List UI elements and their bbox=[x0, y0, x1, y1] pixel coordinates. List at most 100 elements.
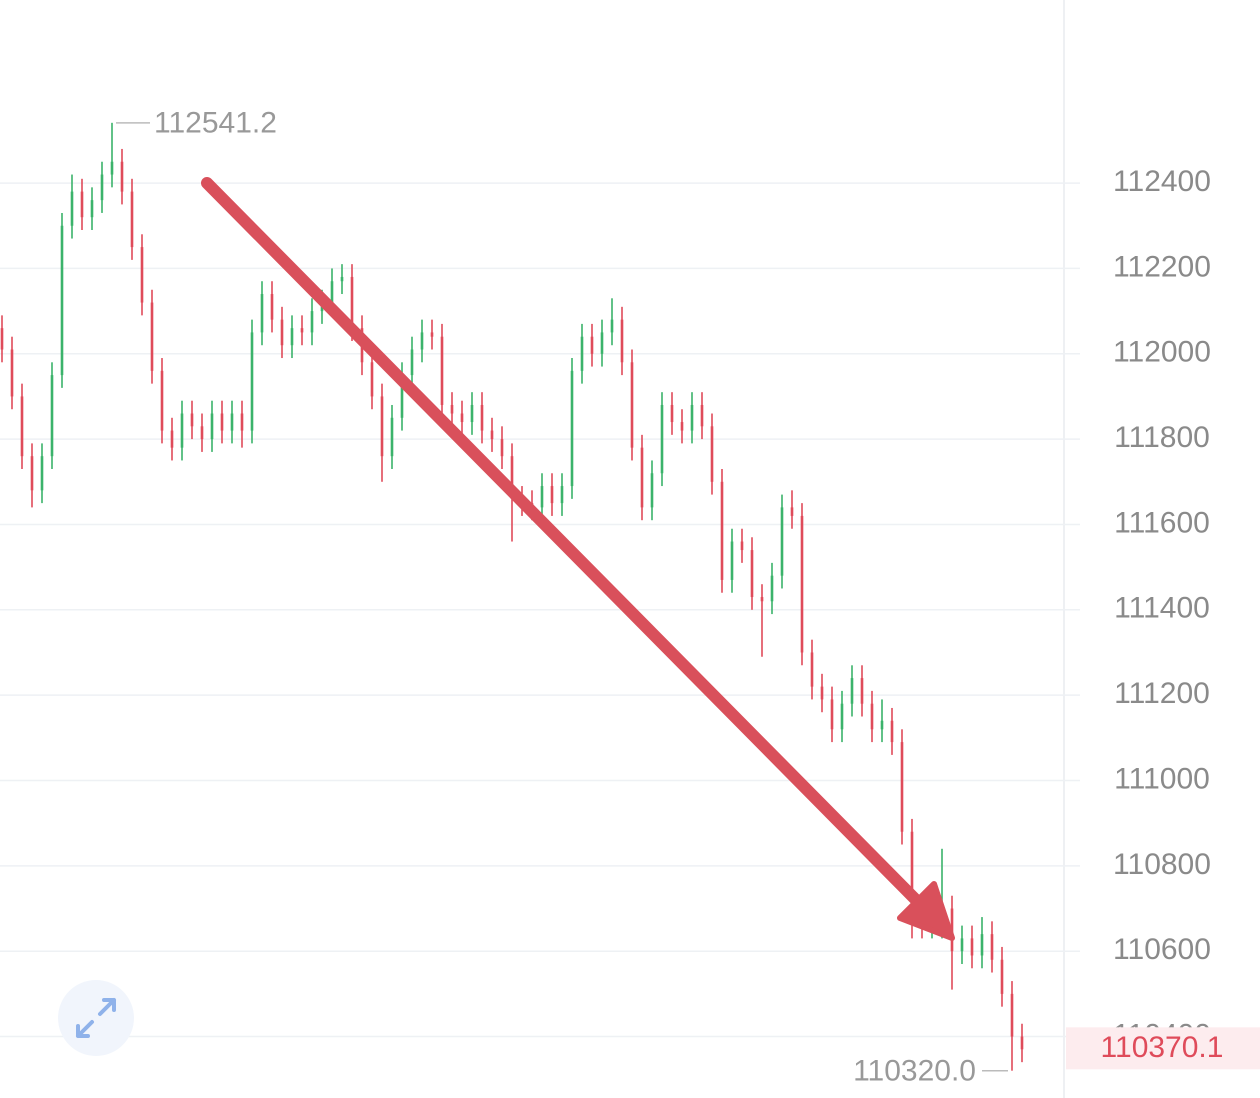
bar-body bbox=[430, 332, 434, 337]
bar-body bbox=[460, 413, 464, 423]
bar-body bbox=[860, 678, 864, 704]
bar-body bbox=[210, 413, 214, 440]
bar-body bbox=[620, 319, 624, 363]
bar-body bbox=[380, 396, 384, 457]
bar-body bbox=[170, 430, 174, 448]
bar-body bbox=[160, 370, 164, 431]
bar-body bbox=[790, 507, 794, 516]
bar-body bbox=[960, 938, 964, 952]
bar-body bbox=[450, 404, 454, 414]
bar-body bbox=[290, 328, 294, 346]
bar-body bbox=[130, 191, 134, 248]
y-tick-label: 111400 bbox=[1114, 592, 1210, 625]
low-label: 110320.0 bbox=[853, 1055, 976, 1088]
bar-body bbox=[190, 413, 194, 427]
bar-body bbox=[270, 294, 274, 320]
bar-body bbox=[440, 336, 444, 405]
bar-body bbox=[500, 439, 504, 457]
bar-body bbox=[910, 831, 914, 913]
bar-body bbox=[650, 473, 654, 508]
arrow-shaft bbox=[201, 177, 924, 908]
bar-body bbox=[90, 200, 94, 218]
bar-body bbox=[750, 550, 754, 598]
bar-body bbox=[820, 686, 824, 700]
bar-body bbox=[280, 319, 284, 346]
bar-body bbox=[410, 349, 414, 376]
bar-body bbox=[600, 332, 604, 354]
bar-body bbox=[1000, 959, 1004, 994]
bar-body bbox=[830, 699, 834, 730]
bar-body bbox=[720, 481, 724, 580]
bar-body bbox=[1010, 993, 1014, 1037]
bar-body bbox=[240, 413, 244, 431]
bar-body bbox=[40, 456, 44, 491]
bar-body bbox=[80, 191, 84, 218]
bar-body bbox=[990, 934, 994, 960]
bar-body bbox=[470, 404, 474, 423]
y-tick-label: 110600 bbox=[1113, 933, 1211, 966]
bar-body bbox=[20, 396, 24, 457]
bar-body bbox=[70, 191, 74, 226]
bar-body bbox=[1020, 1036, 1024, 1050]
bar-body bbox=[760, 597, 764, 602]
bar-body bbox=[250, 332, 254, 431]
expand-bg[interactable] bbox=[58, 980, 134, 1056]
bar-body bbox=[730, 541, 734, 580]
bar-body bbox=[880, 720, 884, 730]
bar-body bbox=[230, 413, 234, 431]
bar-body bbox=[260, 294, 264, 333]
bar-body bbox=[10, 349, 14, 397]
bar-body bbox=[640, 447, 644, 508]
bar-body bbox=[400, 375, 404, 418]
bar-body bbox=[610, 319, 614, 333]
bar-body bbox=[890, 720, 894, 743]
bar-body bbox=[120, 161, 124, 192]
y-tick-label: 112200 bbox=[1113, 250, 1211, 283]
bar-body bbox=[540, 486, 544, 508]
bar-body bbox=[370, 362, 374, 397]
bar-body bbox=[220, 413, 224, 431]
last-price-label: 110370.1 bbox=[1101, 1031, 1224, 1064]
bar-body bbox=[800, 515, 804, 653]
bar-body bbox=[480, 404, 484, 431]
bar-body bbox=[510, 456, 514, 499]
expand-icon[interactable] bbox=[76, 998, 116, 1038]
y-tick-label: 111600 bbox=[1114, 506, 1210, 539]
bar-body bbox=[340, 276, 344, 282]
bar-body bbox=[700, 404, 704, 427]
expand-button[interactable] bbox=[58, 980, 134, 1056]
bar-body bbox=[980, 934, 984, 956]
trend-arrow bbox=[201, 177, 955, 941]
bar-body bbox=[560, 486, 564, 504]
high-label: 112541.2 bbox=[154, 107, 277, 140]
y-tick-label: 112000 bbox=[1113, 336, 1211, 369]
bar-body bbox=[60, 225, 64, 376]
bar-body bbox=[590, 336, 594, 354]
y-tick-label: 111200 bbox=[1114, 677, 1210, 710]
labels: 1104001106001108001110001112001114001116… bbox=[116, 107, 1260, 1088]
bar-body bbox=[870, 703, 874, 730]
bar-body bbox=[900, 742, 904, 832]
bar-body bbox=[810, 652, 814, 687]
bar-body bbox=[550, 486, 554, 504]
bar-body bbox=[490, 430, 494, 440]
y-tick-label: 110800 bbox=[1113, 848, 1211, 881]
bar-body bbox=[660, 404, 664, 474]
last-price-tag bbox=[1066, 1027, 1260, 1070]
bar-body bbox=[670, 404, 674, 423]
bar-body bbox=[630, 362, 634, 448]
arrow-head bbox=[897, 881, 955, 941]
bar-body bbox=[110, 161, 114, 175]
bar-body bbox=[150, 302, 154, 371]
bar-body bbox=[680, 422, 684, 431]
bar-body bbox=[780, 507, 784, 576]
bar-body bbox=[200, 426, 204, 440]
bar-body bbox=[100, 174, 104, 201]
bar-body bbox=[580, 336, 584, 371]
grid bbox=[0, 182, 1080, 1038]
bar-body bbox=[770, 575, 774, 602]
bar-body bbox=[420, 332, 424, 350]
bar-body bbox=[390, 417, 394, 457]
